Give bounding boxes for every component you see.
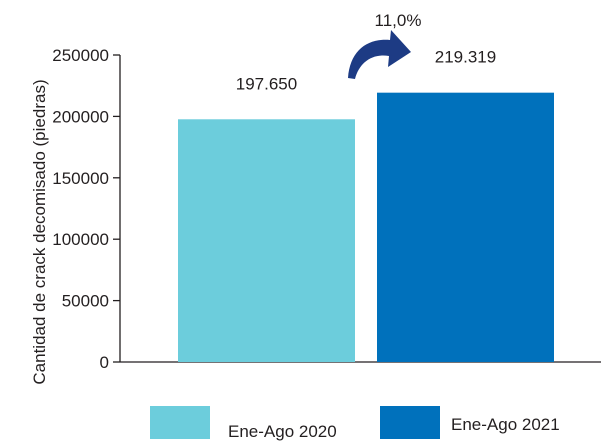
y-tick-label: 0 (100, 353, 109, 372)
change-annotation: 11,0% (348, 11, 421, 79)
bar-value-label: 197.650 (236, 74, 297, 93)
y-tick-label: 150000 (52, 169, 109, 188)
legend-swatch-2 (380, 406, 440, 439)
change-percent-label: 11,0% (375, 11, 422, 30)
y-axis-ticks: 0 50000 100000 150000 200000 250000 (52, 46, 120, 372)
y-tick-label: 100000 (52, 230, 109, 249)
legend-label-2: Ene-Ago 2021 (451, 415, 560, 434)
curved-arrow-icon (348, 30, 411, 79)
legend-label-1: Ene-Ago 2020 (228, 422, 337, 441)
bar-value-label: 219.319 (435, 48, 496, 67)
y-axis-title: Cantidad de crack decomisado (piedras) (30, 79, 49, 384)
y-tick-label: 200000 (52, 107, 109, 126)
bar-2 (377, 92, 554, 362)
y-tick-label: 250000 (52, 46, 109, 65)
bars: 197.650 219.319 (178, 48, 554, 362)
y-tick-label: 50000 (62, 292, 109, 311)
y-axis: 0 50000 100000 150000 200000 250000 (52, 46, 121, 372)
bar-1 (178, 119, 355, 362)
legend-swatch-1 (150, 406, 210, 439)
legend: Ene-Ago 2020 Ene-Ago 2021 (150, 406, 560, 441)
